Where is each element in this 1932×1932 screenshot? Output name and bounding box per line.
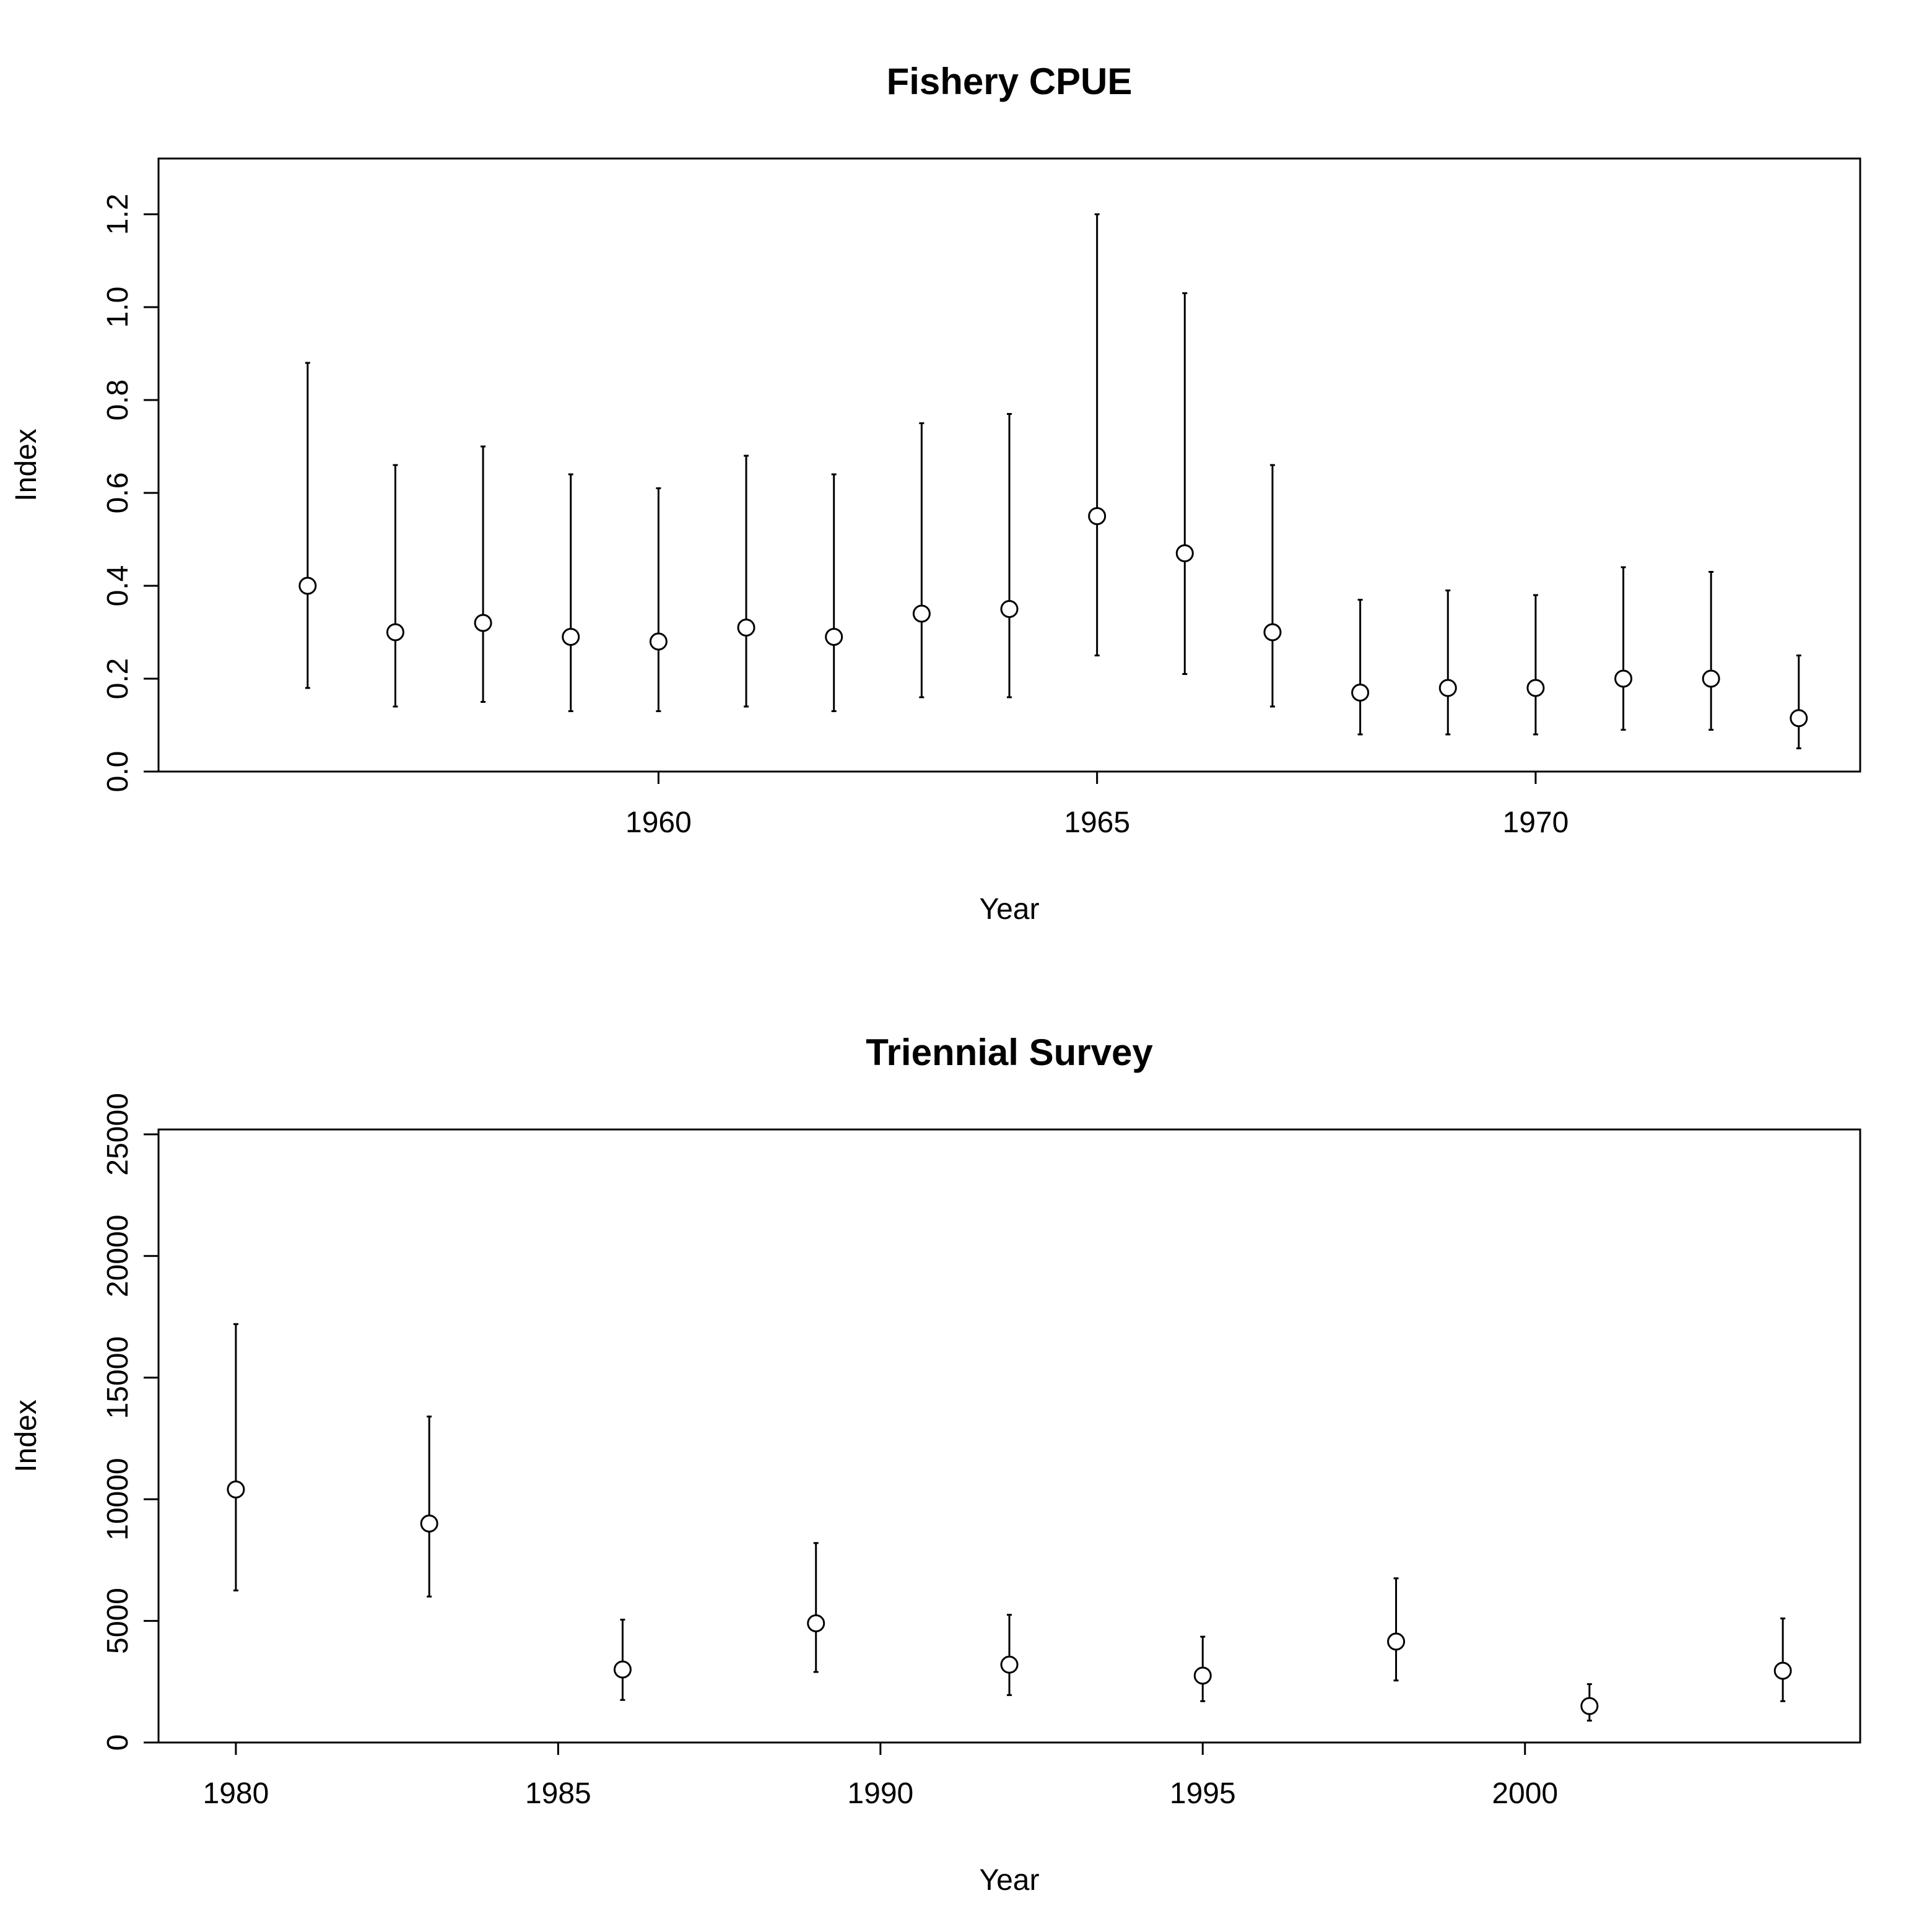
data-marks <box>298 213 1808 749</box>
y-tick-label: 0.0 <box>102 751 134 793</box>
data-point <box>1088 507 1107 525</box>
x-tick-label: 1980 <box>203 1777 269 1810</box>
x-tick-label: 1995 <box>1170 1777 1236 1810</box>
x-axis: 1980 1985 1990 1995 2000 <box>203 1741 1558 1810</box>
y-tick-label: 1.0 <box>102 287 134 328</box>
data-point <box>1773 1661 1792 1680</box>
x-axis-label: Year <box>980 1864 1040 1897</box>
panel-fishery-cpue: Fishery CPUE Year Index 1960 1965 1970 0.0… <box>10 61 1861 926</box>
data-point <box>912 604 931 623</box>
y-tick-label: 20000 <box>102 1215 134 1297</box>
y-tick-label: 0.6 <box>102 472 134 514</box>
data-point <box>613 1660 632 1679</box>
data-point <box>1790 709 1808 728</box>
x-tick-label: 1985 <box>525 1777 591 1810</box>
panel-triennial-survey: Triennial Survey Year Index 1980 1985 1990… <box>10 1032 1861 1897</box>
data-point <box>1438 679 1457 697</box>
y-axis-label: Index <box>10 429 43 501</box>
y-tick-label: 0 <box>102 1734 134 1751</box>
chart-title: Fishery CPUE <box>887 61 1133 102</box>
data-point <box>1702 669 1720 688</box>
y-tick-label: 0.8 <box>102 380 134 421</box>
data-point <box>649 632 668 651</box>
data-point <box>1175 544 1194 562</box>
chart-title: Triennial Survey <box>866 1032 1153 1073</box>
y-axis: 0 5000 10000 15000 20000 25000 <box>102 1093 160 1751</box>
data-point <box>1614 669 1633 688</box>
data-point <box>807 1614 825 1632</box>
data-point <box>474 614 492 632</box>
x-tick-label: 2000 <box>1492 1777 1558 1810</box>
x-tick-label: 1960 <box>625 806 692 839</box>
data-marks <box>227 1323 1792 1722</box>
data-point <box>1526 679 1545 697</box>
x-tick-label: 1965 <box>1064 806 1130 839</box>
data-point <box>1351 684 1370 702</box>
data-point <box>420 1514 438 1533</box>
x-axis: 1960 1965 1970 <box>625 770 1569 839</box>
data-point <box>1000 1655 1019 1674</box>
data-point <box>562 628 580 646</box>
y-tick-label: 0.2 <box>102 658 134 700</box>
data-point <box>1580 1697 1599 1715</box>
data-point <box>1263 623 1282 642</box>
y-tick-label: 1.2 <box>102 194 134 235</box>
y-tick-label: 5000 <box>102 1588 134 1654</box>
data-point <box>737 619 755 637</box>
x-tick-label: 1990 <box>847 1777 913 1810</box>
y-tick-label: 10000 <box>102 1458 134 1540</box>
data-point <box>1000 600 1019 618</box>
y-axis-label: Index <box>10 1399 43 1472</box>
data-point <box>825 628 843 646</box>
x-tick-label: 1970 <box>1503 806 1569 839</box>
y-tick-label: 15000 <box>102 1336 134 1419</box>
y-tick-label: 0.4 <box>102 565 134 607</box>
y-tick-label: 25000 <box>102 1093 134 1175</box>
data-point <box>386 623 404 642</box>
data-point <box>1387 1632 1406 1651</box>
data-point <box>1193 1666 1212 1685</box>
data-point <box>227 1480 245 1499</box>
y-axis: 0.0 0.2 0.4 0.6 0.8 1.0 1.2 <box>102 194 160 793</box>
data-point <box>298 577 317 595</box>
x-axis-label: Year <box>980 893 1040 926</box>
